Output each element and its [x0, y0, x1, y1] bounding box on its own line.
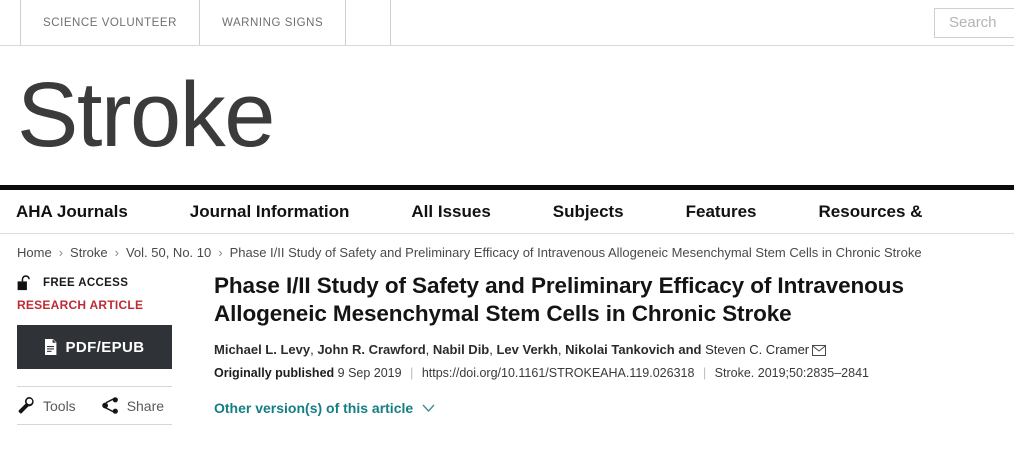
utility-tab-blank[interactable] — [345, 0, 392, 45]
author-name[interactable]: Lev Verkh — [496, 341, 558, 357]
rail-divider-top — [17, 386, 172, 387]
article-sidebar: FREE ACCESS RESEARCH ARTICLE PDF/EPUB To… — [17, 270, 174, 425]
chevron-right-icon: › — [58, 245, 64, 260]
author-name[interactable]: Nabil Dib — [432, 341, 490, 357]
doi-link[interactable]: https://doi.org/10.1161/STROKEAHA.119.02… — [421, 366, 695, 381]
other-versions-label: Other version(s) of this article — [214, 400, 414, 417]
breadcrumb: Home › Stroke › Vol. 50, No. 10 › Phase … — [0, 234, 1014, 270]
utility-bar-spacer — [390, 0, 1014, 45]
publication-metadata: Originally published 9 Sep 2019 | https:… — [214, 363, 1004, 383]
article-main: Phase I/II Study of Safety and Prelimina… — [174, 270, 1014, 425]
rail-action-row: Tools Share — [17, 387, 174, 424]
breadcrumb-item-current: Phase I/II Study of Safety and Prelimina… — [229, 245, 922, 260]
access-status: FREE ACCESS — [17, 275, 174, 291]
tools-label: Tools — [43, 397, 76, 414]
utility-tab-list: SCIENCE VOLUNTEER WARNING SIGNS — [0, 0, 392, 45]
access-label: FREE ACCESS — [43, 277, 129, 289]
author-name[interactable]: John R. Crawford — [317, 341, 426, 357]
meta-divider: | — [702, 366, 707, 381]
open-lock-icon — [17, 275, 30, 291]
article-area: FREE ACCESS RESEARCH ARTICLE PDF/EPUB To… — [0, 270, 1014, 425]
utility-bar: SCIENCE VOLUNTEER WARNING SIGNS — [0, 0, 1014, 46]
published-label: Originally published — [214, 366, 335, 381]
corresponding-author-name[interactable]: Steven C. Cramer — [705, 341, 810, 357]
utility-tab-science-volunteer[interactable]: SCIENCE VOLUNTEER — [20, 0, 200, 45]
nav-item-features[interactable]: Features — [685, 201, 757, 221]
document-icon — [45, 339, 57, 355]
author-name[interactable]: Michael L. Levy — [214, 341, 311, 357]
chevron-right-icon: › — [218, 245, 223, 260]
authors-conjunction: and — [678, 341, 702, 357]
published-date: 9 Sep 2019 — [337, 366, 402, 381]
main-navigation: AHA Journals Journal Information All Iss… — [0, 185, 1014, 234]
author-list: Michael L. Levy, John R. Crawford, Nabil… — [214, 340, 1004, 360]
wrench-icon — [18, 397, 34, 414]
breadcrumb-item-stroke[interactable]: Stroke — [70, 245, 108, 260]
utility-tab-label: WARNING SIGNS — [221, 16, 324, 29]
pdf-epub-label: PDF/EPUB — [65, 338, 145, 356]
chevron-right-icon: › — [114, 245, 119, 260]
author-name[interactable]: Nikolai Tankovich — [565, 341, 675, 357]
chevron-down-icon — [422, 404, 435, 412]
meta-divider: | — [410, 366, 414, 381]
breadcrumb-item-home[interactable]: Home — [17, 245, 52, 260]
utility-tab-clipped[interactable] — [0, 0, 21, 45]
page-title: Phase I/II Study of Safety and Prelimina… — [214, 273, 904, 326]
search-box[interactable] — [934, 7, 1014, 38]
rail-divider-bottom — [17, 424, 172, 425]
citation-text: Stroke. 2019;50:2835–2841 — [714, 366, 869, 381]
utility-tab-label: SCIENCE VOLUNTEER — [43, 16, 177, 29]
nav-item-resources[interactable]: Resources & — [818, 201, 923, 221]
share-button[interactable]: Share — [101, 397, 165, 414]
other-versions-toggle[interactable]: Other version(s) of this article — [214, 400, 435, 416]
share-icon — [101, 397, 118, 414]
nav-item-journal-information[interactable]: Journal Information — [189, 201, 350, 221]
nav-item-all-issues[interactable]: All Issues — [411, 201, 491, 221]
tools-button[interactable]: Tools — [18, 397, 76, 414]
nav-item-aha-journals[interactable]: AHA Journals — [16, 201, 128, 221]
share-label: Share — [126, 397, 165, 414]
nav-item-subjects[interactable]: Subjects — [552, 201, 624, 221]
article-type-label: RESEARCH ARTICLE — [17, 298, 144, 312]
utility-tab-warning-signs[interactable]: WARNING SIGNS — [198, 0, 347, 45]
journal-logo[interactable]: Stroke — [17, 64, 275, 167]
envelope-icon[interactable] — [812, 344, 827, 356]
search-input[interactable] — [949, 14, 1014, 31]
masthead: Stroke — [0, 46, 1014, 185]
breadcrumb-item-volume[interactable]: Vol. 50, No. 10 — [125, 245, 212, 260]
pdf-epub-button[interactable]: PDF/EPUB — [17, 325, 172, 369]
